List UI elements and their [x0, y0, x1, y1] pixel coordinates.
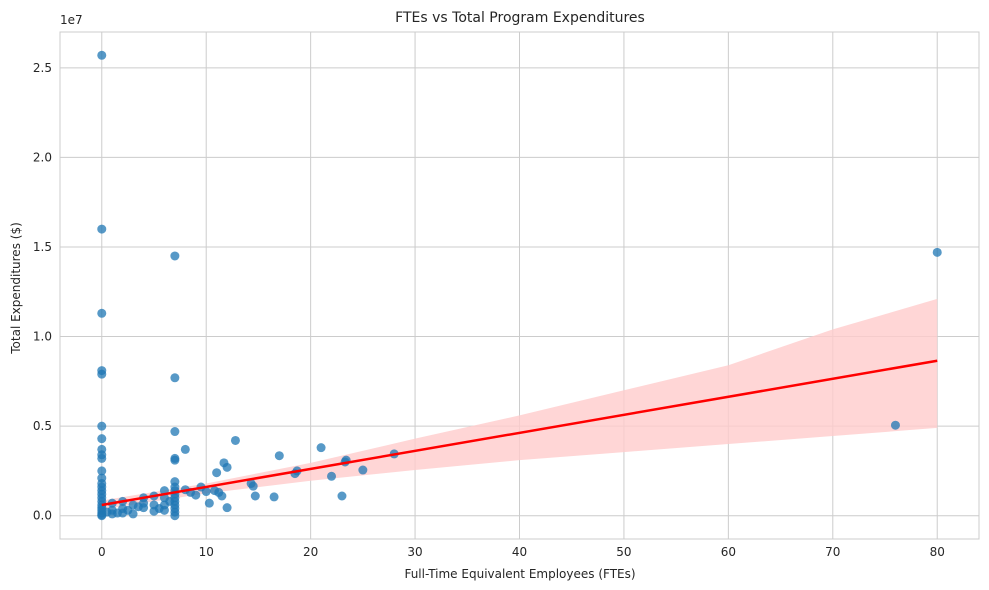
data-point — [170, 511, 180, 521]
chart-title: FTEs vs Total Program Expenditures — [395, 10, 645, 26]
data-point — [337, 491, 347, 501]
data-point — [201, 487, 211, 497]
y-tick-label: 2.0 — [33, 150, 52, 164]
data-point — [139, 503, 149, 513]
y-axis-label: Total Expenditures ($) — [9, 222, 23, 355]
y-tick-label: 0.5 — [33, 419, 52, 433]
data-point — [97, 421, 107, 431]
x-tick-label: 30 — [407, 545, 422, 559]
data-point — [274, 451, 284, 461]
x-tick-label: 80 — [930, 545, 945, 559]
data-point — [170, 251, 180, 261]
data-point — [248, 481, 258, 491]
x-axis-label: Full-Time Equivalent Employees (FTEs) — [404, 567, 635, 581]
data-point — [250, 491, 260, 501]
data-point — [159, 505, 169, 515]
y-tick-label: 2.5 — [33, 61, 52, 75]
data-point — [97, 453, 107, 463]
x-tick-label: 70 — [825, 545, 840, 559]
data-point — [170, 427, 180, 437]
y-tick-label: 0.0 — [33, 509, 52, 523]
data-point — [204, 498, 214, 508]
x-tick-label: 10 — [199, 545, 214, 559]
x-tick-label: 60 — [721, 545, 736, 559]
regression-line — [101, 359, 938, 507]
data-point — [97, 224, 107, 234]
data-point — [230, 435, 240, 445]
data-point — [316, 443, 326, 453]
data-point — [97, 434, 107, 444]
data-point — [222, 462, 232, 472]
data-point — [358, 465, 368, 475]
data-point — [212, 468, 222, 478]
data-point — [890, 420, 900, 430]
plot-area: 0 10 20 30 40 50 60 70 80 0.0 0.5 1.0 1.5 2.0 2.5 — [33, 31, 980, 559]
x-tick-label: 20 — [303, 545, 318, 559]
data-point — [97, 50, 107, 60]
y-axis-offset-label: 1e7 — [60, 13, 83, 27]
data-point — [97, 308, 107, 318]
plot-frame — [59, 31, 980, 540]
data-point — [269, 492, 279, 502]
y-tick-label: 1.0 — [33, 330, 52, 344]
x-tick-label: 0 — [98, 545, 106, 559]
data-point — [170, 455, 180, 465]
data-point — [97, 466, 107, 476]
data-point — [97, 369, 107, 379]
data-point — [222, 503, 232, 513]
x-tick-label: 40 — [512, 545, 527, 559]
data-point — [932, 247, 942, 257]
data-point — [128, 509, 138, 519]
data-point — [170, 373, 180, 383]
data-point — [180, 444, 190, 454]
data-point — [217, 491, 227, 501]
x-tick-label: 50 — [616, 545, 631, 559]
data-point — [327, 471, 337, 481]
data-point — [191, 490, 201, 500]
y-tick-label: 1.5 — [33, 240, 52, 254]
